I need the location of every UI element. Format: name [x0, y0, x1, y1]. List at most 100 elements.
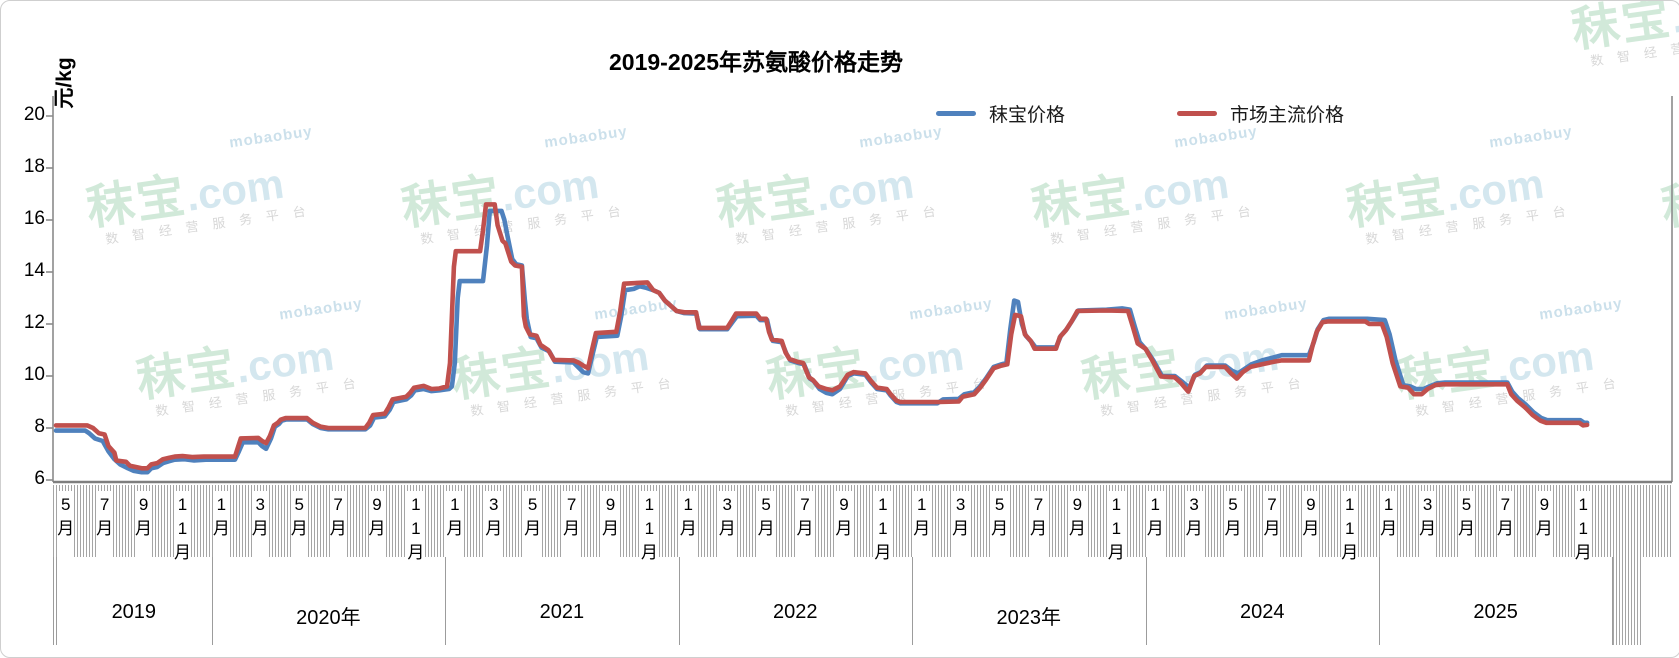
year-label: 2021: [539, 601, 585, 623]
watermark-latin: mobaobuy: [858, 122, 944, 152]
watermark-domain: .com: [863, 331, 967, 392]
year-band-separator: [1378, 557, 1380, 645]
watermark-tagline: 数智经营服务平台: [1589, 23, 1679, 69]
watermark-tile: 秣宝.com mobaobuy 数智经营服务平台: [81, 123, 321, 249]
watermark-domain: .com: [1128, 159, 1232, 220]
watermark-tagline: 数智经营服务平台: [419, 201, 636, 247]
legend-line-swatch-blue: [936, 111, 976, 116]
watermark-brand: 秣宝: [83, 169, 190, 236]
watermark-domain: .com: [548, 331, 652, 392]
year-label: 2020年: [296, 607, 361, 629]
y-axis-tick-label: 6: [34, 468, 45, 489]
watermark-domain: .com: [1668, 0, 1679, 42]
legend-label: 市场主流价格: [1230, 105, 1345, 126]
watermark-domain: .com: [233, 331, 337, 392]
year-label: 2025: [1473, 601, 1518, 623]
watermark-tagline: 数智经营服务平台: [1414, 373, 1631, 419]
year-band-separator: [445, 557, 447, 645]
watermark-domain: .com: [813, 159, 917, 220]
y-axis-tick-label: 12: [23, 312, 45, 333]
watermark-tagline: 数智经营服务平台: [469, 373, 686, 419]
watermark-latin: mobaobuy: [228, 122, 314, 152]
y-axis-tick-label: 18: [23, 156, 45, 177]
watermark-brand: 秣宝: [1078, 341, 1185, 408]
legend-item-market: 市场主流价格: [1177, 100, 1344, 127]
watermark-tagline: 数智经营服务平台: [1665, 199, 1679, 250]
year-band-separator: [53, 557, 54, 645]
watermark-tagline: 数智经营服务平台: [1364, 201, 1581, 247]
trailing-hatch: [1613, 557, 1644, 645]
watermark-tagline: 数智经营服务平台: [784, 373, 1001, 419]
watermark-domain: .com: [183, 159, 287, 220]
year-band-separator: [1145, 557, 1147, 645]
watermark-brand: 秣宝: [398, 169, 505, 236]
x-axis-stripe-band: [53, 485, 1673, 557]
year-band-separator: [56, 557, 57, 645]
watermark-latin: mobaobuy: [543, 122, 629, 152]
watermark-domain: .com: [1443, 159, 1547, 220]
watermark-latin: mobaobuy: [593, 294, 679, 324]
watermark-brand: 秣宝: [763, 341, 870, 408]
watermark-brand: 秣宝: [1568, 0, 1675, 58]
y-axis-tick-label: 8: [34, 416, 45, 437]
watermark-brand: 秣宝: [1393, 341, 1500, 408]
watermark-tagline: 数智经营服务平台: [104, 201, 321, 247]
watermark-tagline: 数智经营服务平台: [734, 201, 951, 247]
y-axis-title: 元/kg: [53, 57, 76, 109]
y-axis-tick-label: 10: [23, 364, 45, 385]
legend-label: 秣宝价格: [989, 105, 1066, 126]
y-axis-tick-label: 14: [23, 260, 45, 281]
legend-line-swatch-red: [1177, 111, 1218, 116]
watermark-tagline: 数智经营服务平台: [1099, 373, 1316, 419]
year-band-separator: [211, 557, 213, 645]
chart-title: 2019-2025年苏氨酸价格走势: [609, 49, 903, 75]
year-label: 2023年: [996, 607, 1062, 629]
watermark-latin: mobaobuy: [278, 294, 364, 324]
legend-item-mobao: 秣宝价格: [936, 100, 1065, 127]
year-band-separator: [1612, 557, 1614, 645]
watermark-latin: mobaobuy: [1223, 294, 1309, 324]
year-band-separator: [678, 557, 680, 645]
